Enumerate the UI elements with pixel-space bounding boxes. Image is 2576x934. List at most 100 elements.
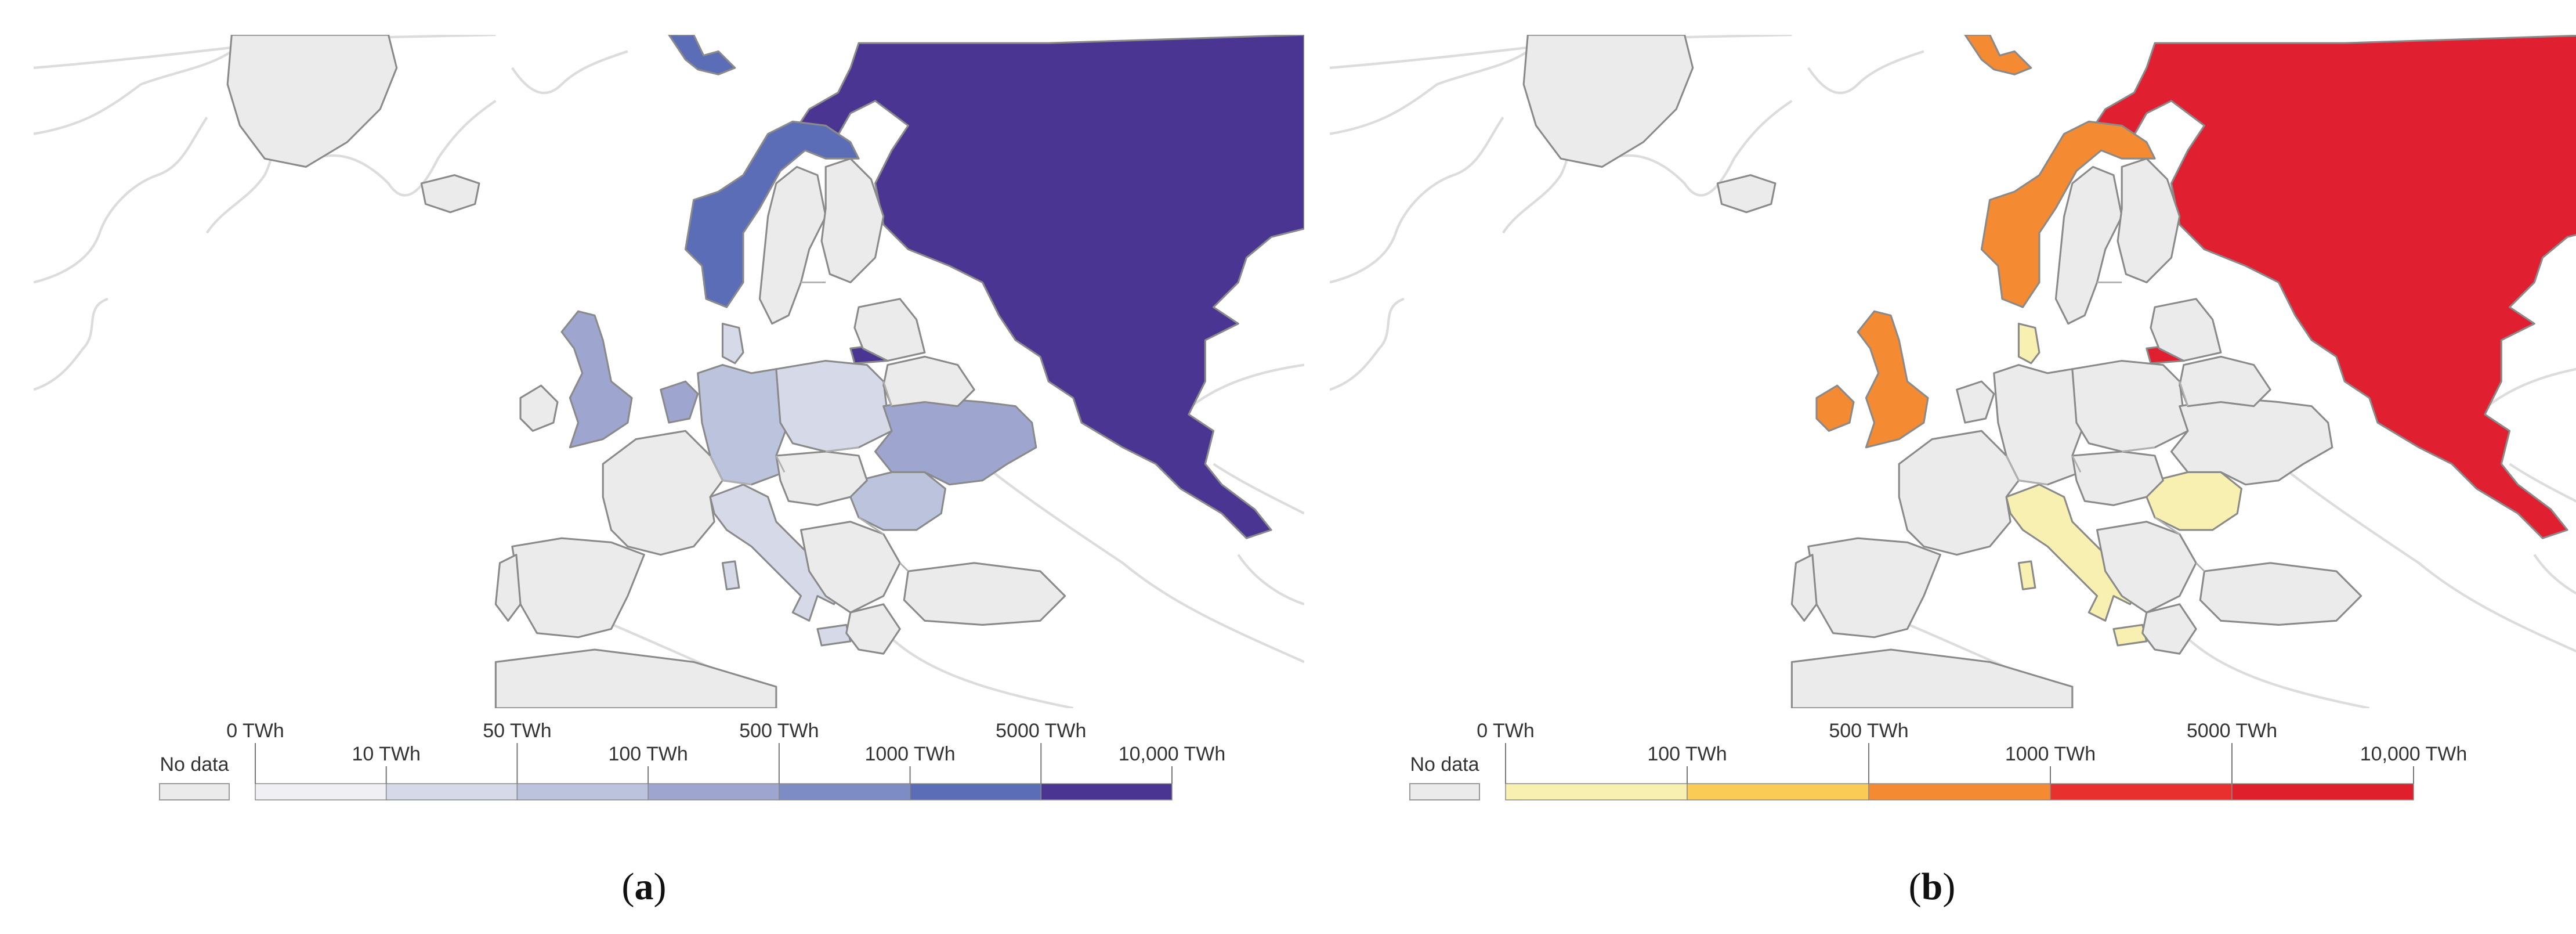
legend-b: No data 0 TWh 100 TWh 500 TWh 1000 TWh 5000 T… [1409,720,2467,800]
country-sweden [758,165,827,325]
border-line [775,455,786,473]
legend-bin-swatch [385,783,518,800]
legend-bin-swatch [2231,783,2414,800]
internal-borders [2005,282,2205,572]
coastline [1807,50,1924,95]
country-russia [2087,35,2576,539]
country-italy [709,484,852,647]
country-united-kingdom [560,310,633,449]
legend-no-data-swatch [159,783,230,800]
legend-tick-label: 100 TWh [608,743,688,765]
country-balkans [2096,521,2197,614]
caption-letter-a: a [634,866,654,908]
legend-bin-swatch [255,783,387,800]
coastline [34,50,233,135]
legend-tick-label: 100 TWh [1647,743,1727,765]
choropleth-map-a [34,35,1304,708]
country-central [775,450,868,506]
coastline [1609,99,1793,197]
legend-tick-label: 5000 TWh [2187,720,2277,742]
legend-bin-swatch [1868,783,2051,800]
country-france [602,430,723,556]
legend-bin-swatch [2050,783,2233,800]
country-turkey [903,562,1066,626]
coastline [982,463,1304,663]
legend-bin-swatch [909,783,1042,800]
border-line [882,381,893,407]
country-denmark [2017,322,2040,365]
caption-letter-b: b [1921,866,1943,908]
country-norway [684,120,860,308]
country-romania [849,471,946,531]
country-portugal [1790,554,1818,622]
legend-tick-label: 1000 TWh [864,743,955,765]
country-netherlands [660,380,699,424]
coastline [34,297,108,391]
legend-tick-label: 500 TWh [1829,720,1908,742]
country-ukraine [2170,396,2333,486]
country-denmark [721,322,744,365]
coastline [34,116,208,284]
country-france [1898,430,2020,556]
coastline [1330,297,1405,391]
country-svalbard [1964,35,2032,75]
country-northafrica [1790,648,2074,708]
country-ireland [519,384,559,432]
legend-tick-label: 5000 TWh [996,720,1086,742]
country-united-kingdom [1857,310,1929,449]
country-poland [2071,359,2189,453]
choropleth-map-b [1330,35,2576,708]
country-sweden [2054,165,2123,325]
caption-b: (b) [1908,866,1956,908]
caption-a: (a) [621,866,667,908]
border-line [2005,455,2048,486]
coastline [1330,116,1504,284]
coastline [511,50,628,95]
border-line [858,517,884,535]
legend-tick-label: 500 TWh [739,720,819,742]
coastline [1330,50,1529,135]
legend-bin-swatch [779,783,911,800]
countries [1522,35,2576,708]
country-norway [1980,120,2156,308]
legend-tick-label: 10 TWh [352,743,421,765]
legend-tick-label: 50 TWh [483,720,551,742]
country-ireland [1815,384,1855,432]
legend-bin-swatch [1505,783,1688,800]
country-italy [2005,484,2148,647]
country-baltics [853,298,926,362]
border-line [2179,381,2189,407]
legend-bin-swatch [647,783,780,800]
legend-tick-label: 0 TWh [226,720,284,742]
country-belarus [2179,355,2271,408]
border-line [2122,446,2155,453]
country-svalbard [668,35,736,75]
border-line [709,455,752,486]
country-balkans [799,521,901,614]
legend-no-data-swatch [1409,783,1480,800]
country-turkey [2199,562,2362,626]
legend-a: No data 0 TWh 10 TWh 50 TWh 100 TWh 500 TWh 10… [159,720,1226,800]
country-greece [845,603,901,655]
country-greenland [1522,35,1694,168]
country-belarus [882,355,975,408]
coastline [1237,554,1304,605]
countries [226,35,1304,708]
country-greenland [226,35,398,168]
legend-bin-swatch [516,783,649,800]
legend-bin-swatch [1687,783,1869,800]
country-netherlands [1956,380,1995,424]
country-finland [2116,157,2181,284]
map-panel-a: No data 0 TWh 10 TWh 50 TWh 100 TWh 500 TWh 10… [34,35,1304,908]
country-poland [775,359,893,453]
border-line [899,562,909,572]
legend-no-data-label: No data [160,753,229,776]
country-iceland [1716,174,1777,214]
country-iceland [420,174,480,214]
country-portugal [494,554,522,622]
legend-end-label: 10,000 TWh [1119,743,1226,765]
country-baltics [2150,298,2222,362]
country-finland [820,157,885,284]
coastline [2509,463,2576,503]
coastline [2533,554,2576,595]
